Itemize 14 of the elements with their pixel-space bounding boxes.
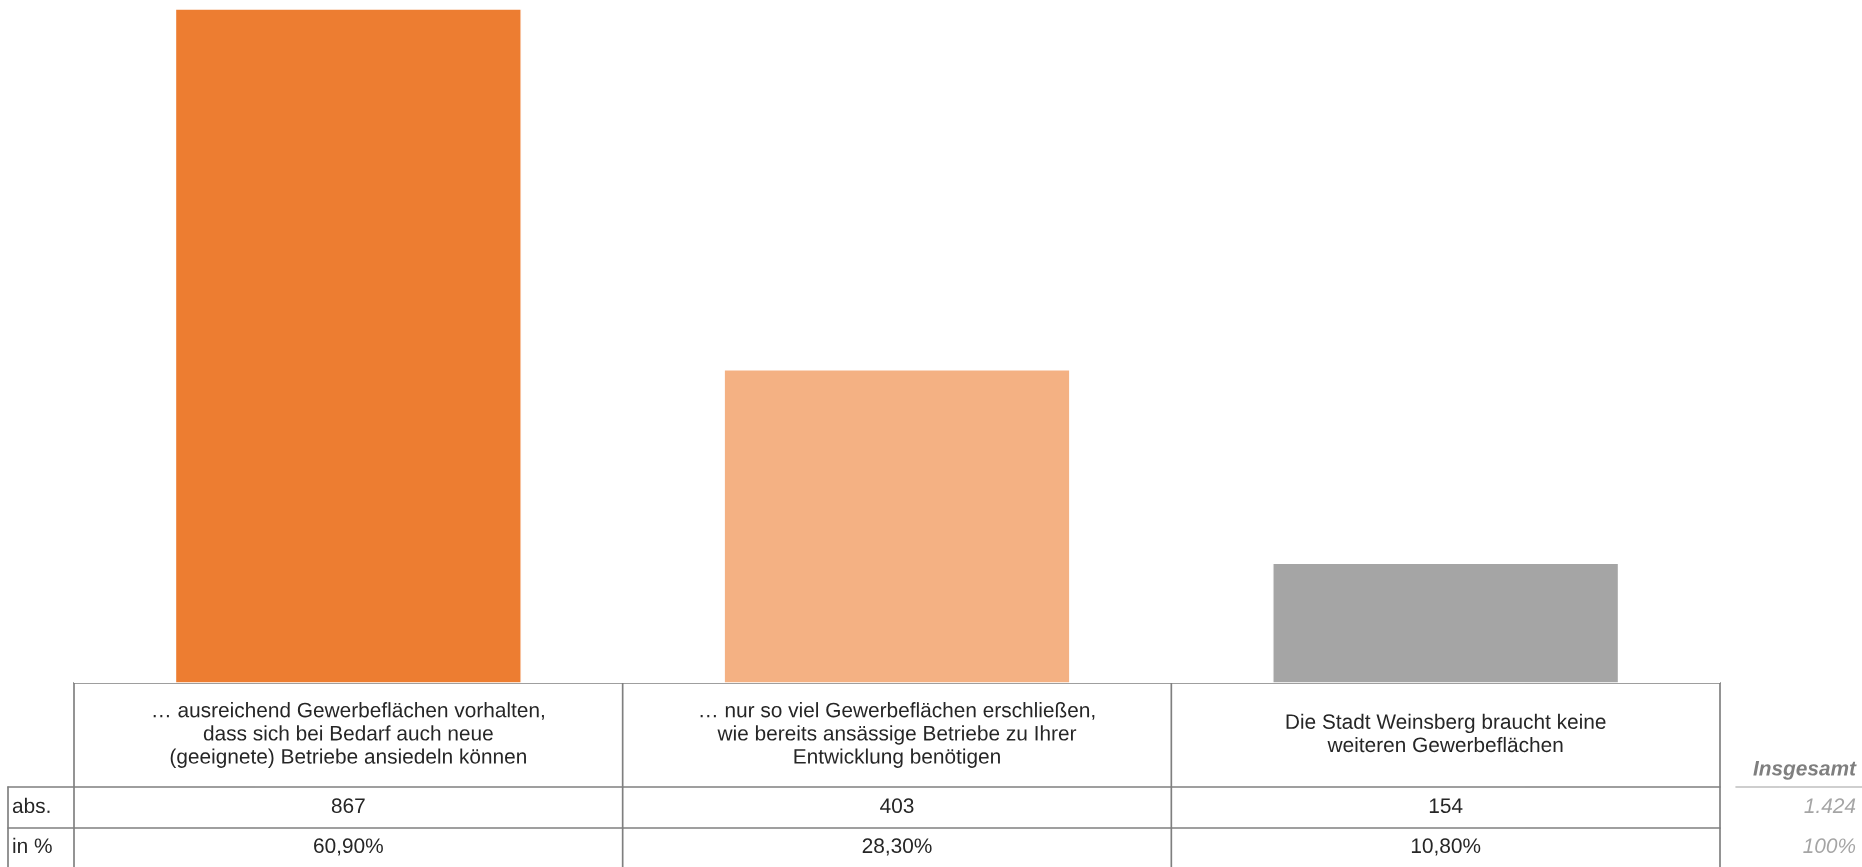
text: Insgesamt: [1753, 761, 1857, 780]
text: 60,90%: [314, 838, 383, 856]
data-label: 154: [1429, 798, 1463, 814]
text: 28,30%: [862, 838, 932, 856]
data-label: 867: [331, 798, 365, 814]
x-tick-label: … nur so viel Gewerbeflächen erschließen, wie bereits ansässige Betriebe zu Ihrer Entwicklung benötigen: [700, 702, 1095, 768]
text: 10,80%: [1411, 838, 1481, 856]
text: in %: [13, 837, 52, 854]
text: 100%: [1803, 838, 1856, 854]
x-tick-label: Die Stadt Weinsberg braucht keine weiteren Gewerbeflächen: [1286, 713, 1606, 753]
x-tick-label: … ausreichend Gewerbeflächen vorhalten, dass sich bei Bedarf auch neue (geeignete) Betriebe ansiedeln können: [153, 702, 544, 768]
data-label: 403: [880, 798, 914, 814]
text: abs.: [12, 797, 50, 814]
text: 1.424: [1804, 798, 1856, 813]
